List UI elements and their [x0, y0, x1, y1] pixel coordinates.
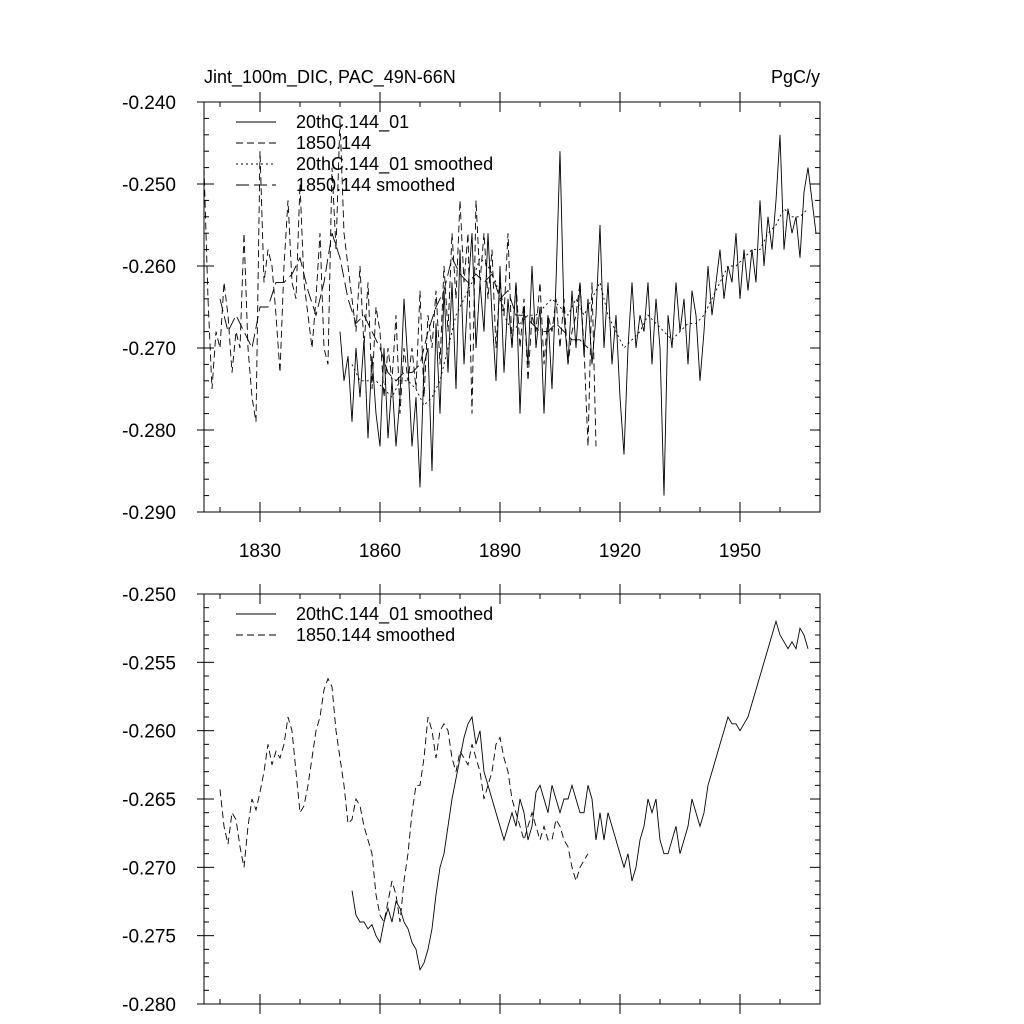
y-tick-label: -0.260 — [122, 257, 176, 278]
legend-entry: 20thC.144_01 smoothed — [296, 604, 493, 625]
top-panel: Jint_100m_DIC, PAC_49N-66N PgC/y -0.290-… — [122, 67, 821, 562]
y-tick-label: -0.270 — [122, 858, 176, 879]
x-tick-label: 1920 — [599, 541, 641, 562]
y-tick-label: -0.280 — [122, 421, 176, 442]
series-line-20thc-144-01-smoothed — [351, 207, 809, 407]
series-line-1850-144 — [203, 118, 597, 447]
top-panel-units: PgC/y — [771, 67, 820, 87]
y-tick-label: -0.260 — [122, 722, 176, 743]
x-tick-label: 1950 — [719, 541, 761, 562]
y-tick-label: -0.280 — [122, 995, 176, 1016]
bottom-panel-series — [219, 619, 809, 972]
series-line-20thc-144-01-smoothed — [351, 619, 809, 972]
series-line-1850-144-smoothed — [219, 677, 589, 924]
x-tick-label: 1890 — [479, 541, 521, 562]
top-panel-title: Jint_100m_DIC, PAC_49N-66N — [204, 67, 456, 88]
top-panel-frame — [203, 101, 821, 513]
legend-entry: 1850.144 — [296, 133, 371, 153]
y-tick-label: -0.240 — [122, 93, 176, 114]
legend-entry: 20thC.144_01 smoothed — [296, 154, 493, 175]
y-tick-label: -0.270 — [122, 339, 176, 360]
y-tick-label: -0.255 — [122, 653, 176, 674]
series-line-20thc-144-01 — [339, 134, 817, 496]
x-tick-label: 1860 — [359, 541, 401, 562]
y-tick-label: -0.250 — [122, 585, 176, 606]
bottom-panel: -0.280 -0.275 -0.270 -0.265 -0.260 -0.255 -0.2… — [122, 584, 821, 1016]
top-panel-series — [203, 118, 817, 496]
legend-entry: 1850.144 smoothed — [296, 625, 455, 645]
legend-entry: 1850.144 smoothed — [296, 175, 455, 195]
bottom-panel-frame — [203, 593, 821, 1005]
y-tick-label: -0.275 — [122, 927, 176, 948]
legend-entry: 20thC.144_01 — [296, 112, 409, 133]
y-tick-label: -0.290 — [122, 503, 176, 524]
bottom-panel-ticks: -0.280 -0.275 -0.270 -0.265 -0.260 -0.255 -0.2… — [122, 584, 821, 1016]
x-tick-label: 1830 — [239, 541, 281, 562]
series-line-1850-144-smoothed — [219, 233, 589, 382]
y-tick-label: -0.250 — [122, 175, 176, 196]
y-tick-label: -0.265 — [122, 790, 176, 811]
top-panel-ticks: -0.290 -0.280 -0.270 -0.260 -0.250 -0.240 1830… — [122, 92, 821, 562]
